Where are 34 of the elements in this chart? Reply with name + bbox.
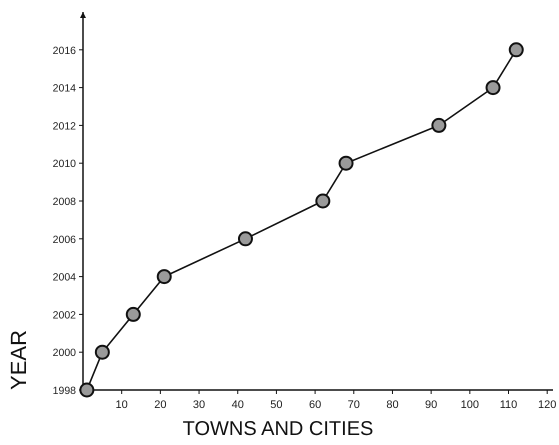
y-tick-label: 2014 — [52, 82, 76, 95]
x-tick-label: 40 — [232, 399, 244, 411]
x-tick-label: 50 — [270, 399, 283, 411]
y-tick-label: 2016 — [52, 44, 76, 57]
x-tick-label: 120 — [538, 399, 556, 411]
y-tick-label: 2000 — [52, 347, 76, 360]
y-tick-label: 2002 — [52, 309, 76, 322]
x-axis-title: TOWNS AND CITIES — [182, 418, 374, 440]
point — [238, 231, 253, 246]
point — [315, 194, 330, 208]
point — [126, 306, 141, 322]
x-tick-label: 10 — [116, 399, 128, 411]
y-tick-label: 2006 — [52, 234, 76, 246]
x-tick-label: 110 — [500, 399, 518, 411]
x-tick-label: 60 — [308, 399, 322, 411]
y-axis-title: YEAR — [6, 330, 31, 390]
point — [508, 42, 524, 58]
y-tick-label: 2004 — [52, 272, 76, 284]
point — [338, 156, 354, 171]
point — [431, 118, 446, 133]
x-tick-label: 80 — [386, 399, 399, 411]
y-tick-label: 2010 — [52, 158, 76, 170]
y-tick-label: 2012 — [52, 120, 76, 132]
point — [486, 80, 501, 96]
x-tick-label: 70 — [348, 399, 360, 411]
x-tick-label: 30 — [192, 399, 206, 411]
point — [79, 382, 94, 398]
y-tick-label: 2008 — [52, 196, 76, 208]
y-tick-label: 1998 — [52, 385, 76, 397]
x-tick-label: 90 — [425, 399, 438, 411]
x-tick-label: 20 — [154, 399, 166, 411]
x-tick-label: 100 — [460, 399, 480, 411]
point — [94, 344, 110, 360]
point — [156, 269, 172, 284]
